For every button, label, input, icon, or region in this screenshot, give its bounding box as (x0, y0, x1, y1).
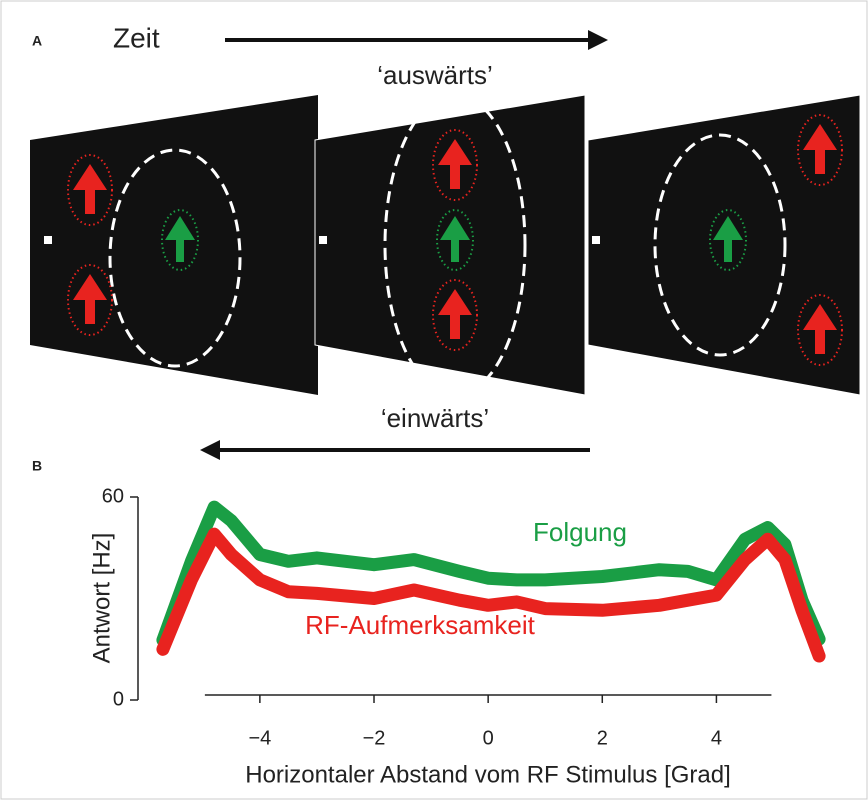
fixation-point (319, 236, 327, 244)
panel-label: B (32, 458, 42, 474)
receptive-field (108, 148, 242, 368)
inward-arrow-head (200, 440, 220, 460)
x-tick-label: 0 (483, 727, 494, 749)
y-axis-label: Antwort [Hz] (88, 533, 115, 664)
x-tick-label: −2 (363, 727, 386, 749)
fixation-point (44, 236, 52, 244)
fixation-point (592, 236, 600, 244)
inward-label: ‘einwärts’ (381, 403, 489, 433)
receptive-field (383, 93, 527, 397)
y-tick-label: 0 (113, 688, 124, 710)
series-band (156, 500, 826, 647)
series-label: Folgung (533, 517, 627, 547)
series-band (156, 527, 826, 663)
x-tick-label: 4 (711, 727, 722, 749)
screen (30, 95, 318, 395)
receptive-field (653, 133, 787, 357)
x-tick-label: −4 (248, 727, 271, 749)
panel-label: A (32, 33, 42, 49)
time-label: Zeit (113, 22, 160, 53)
screen (314, 94, 586, 396)
series-label: RF-Aufmerksamkeit (305, 610, 535, 640)
y-tick-label: 60 (102, 485, 124, 507)
x-axis-label: Horizontaler Abstand vom RF Stimulus [Gr… (245, 761, 731, 788)
x-tick-label: 2 (597, 727, 608, 749)
time-arrow-head (588, 30, 608, 50)
outward-label: ‘auswärts’ (377, 60, 493, 90)
